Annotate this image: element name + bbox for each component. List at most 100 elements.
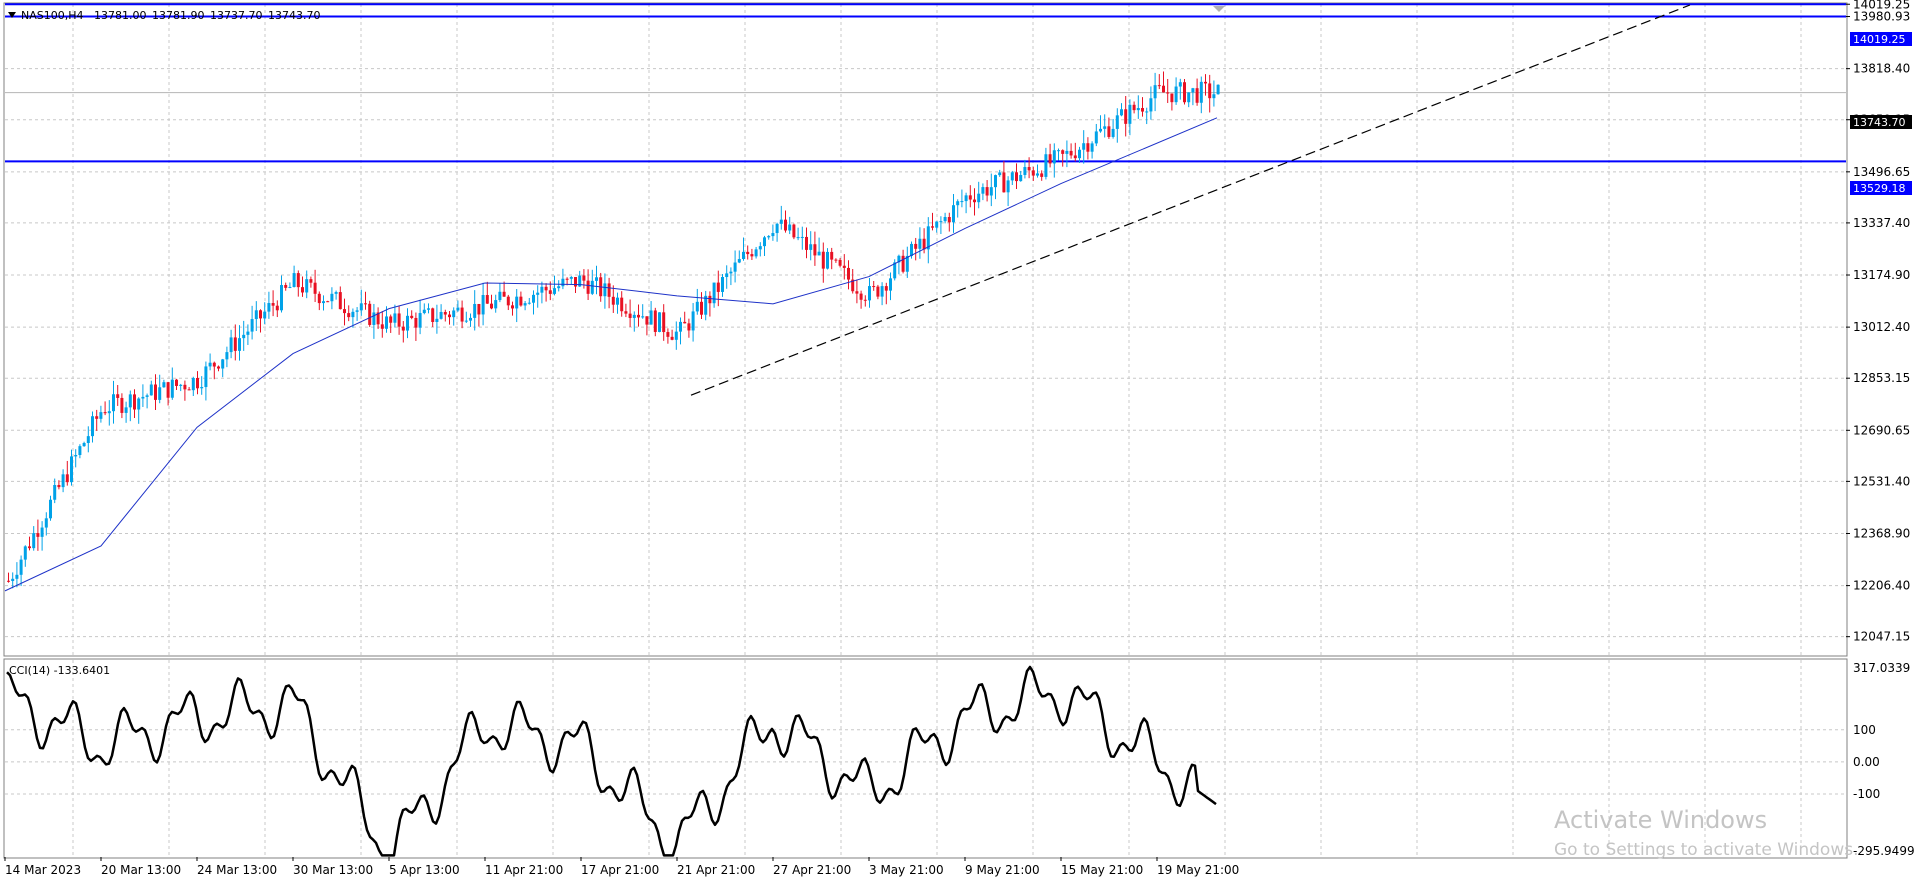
candle-bear: [103, 412, 107, 414]
candle-bear: [1086, 143, 1090, 152]
time-tick-label: 15 May 21:00: [1061, 863, 1143, 877]
candle-bull: [158, 387, 162, 400]
candle-bull: [532, 294, 535, 303]
candle-bull: [817, 251, 821, 256]
candle-bull: [926, 226, 930, 250]
candle-bear: [490, 303, 493, 309]
candle-bear: [397, 313, 401, 327]
candle-bear: [931, 226, 934, 228]
candle-bull: [246, 331, 250, 335]
candle-bull: [406, 315, 409, 331]
candle-bull: [1216, 84, 1220, 95]
candle-bull: [11, 578, 15, 581]
candle-bull: [1057, 150, 1060, 152]
candle-bear: [65, 474, 69, 483]
candle-bull: [590, 280, 594, 294]
candle-bear: [301, 287, 304, 293]
price-tick-label: 12368.90: [1853, 526, 1910, 540]
candle-bear: [1002, 172, 1006, 193]
price-tick-label: 12531.40: [1853, 474, 1910, 488]
price-axis[interactable]: 14019.2513980.9313818.4013659.1513496.65…: [1846, 0, 1910, 644]
cci-tick-label: -295.9499: [1853, 844, 1915, 858]
candle-bull: [1036, 173, 1039, 176]
time-axis[interactable]: 14 Mar 2023 20 Mar 13:00 24 Mar 13:00 30 Ma…: [4, 857, 1239, 877]
open-value: 13781.00: [94, 9, 147, 22]
time-tick-label: 17 Apr 21:00: [581, 863, 659, 877]
candle-bull: [964, 195, 968, 202]
price-tick-label: 13174.90: [1853, 268, 1910, 282]
candle-bear: [1040, 173, 1044, 177]
candle-bull: [1136, 108, 1140, 111]
candle-bull: [78, 446, 82, 455]
candle-bull: [221, 359, 225, 369]
trend-line[interactable]: [690, 4, 1691, 396]
candle-bull: [1128, 104, 1132, 124]
candle-bull: [263, 311, 267, 319]
candle-bull: [359, 303, 363, 311]
candle-bear: [284, 285, 288, 288]
candle-bull: [469, 317, 472, 321]
candle-bear: [830, 251, 834, 260]
candle-bull: [53, 484, 57, 500]
collapse-arrow-icon[interactable]: [8, 12, 16, 18]
candle-bear: [586, 280, 590, 294]
close-value: 13743.70: [268, 9, 321, 22]
candle-bull: [292, 273, 296, 287]
level-lines[interactable]: [5, 3, 1846, 163]
support-price-tag: [1850, 181, 1912, 195]
candle-bull: [112, 394, 115, 412]
candle-bull: [658, 312, 661, 332]
candle-bear: [947, 217, 951, 223]
candle-bull: [280, 285, 283, 311]
candle-bull: [435, 318, 439, 322]
candle-bear: [506, 296, 510, 306]
candle-bull: [351, 311, 355, 318]
candle-bull: [1199, 81, 1203, 103]
candle-bull: [809, 244, 813, 250]
resistance-price-tag: [1850, 32, 1912, 46]
candle-bull: [355, 310, 359, 312]
chart-shift-icon[interactable]: [1213, 6, 1225, 12]
candle-bull: [910, 243, 913, 256]
candle-bull: [32, 533, 36, 549]
candle-bear: [296, 273, 300, 288]
candle-bull: [1006, 180, 1010, 193]
candle-bull: [427, 308, 430, 310]
candle-bull: [737, 259, 741, 263]
candle-bull: [49, 499, 52, 519]
candle-bull: [15, 574, 19, 579]
candle-bear: [683, 321, 687, 324]
candle-bull: [893, 262, 897, 279]
candle-bear: [985, 187, 989, 196]
candle-bear: [1183, 82, 1186, 103]
candle-bear: [548, 290, 552, 294]
candle-bull: [733, 262, 737, 272]
moving-average-line: [4, 117, 1218, 592]
candle-bull: [305, 279, 309, 293]
candle-bull: [632, 314, 636, 318]
candle-bull: [225, 352, 229, 360]
candle-bull: [649, 310, 653, 325]
candle-bear: [876, 286, 880, 297]
candle-bear: [443, 311, 447, 315]
candle-bull: [616, 297, 619, 305]
candle-bull: [603, 283, 607, 297]
candle-bear: [338, 292, 342, 310]
candle-bear: [813, 244, 817, 256]
candle-bear: [687, 323, 691, 331]
candle-bull: [897, 255, 901, 263]
candle-bull: [141, 396, 145, 399]
candle-bear: [154, 384, 157, 400]
candle-bear: [544, 286, 548, 291]
candle-bear: [645, 316, 649, 325]
main-pane-frame: [3, 2, 1848, 657]
trend-line-layer[interactable]: [690, 4, 1691, 396]
price-tick-label: 12206.40: [1853, 579, 1910, 593]
candle-bull: [1065, 150, 1069, 154]
time-tick-label: 14 Mar 2023: [5, 863, 81, 877]
candle-bear: [326, 301, 330, 303]
candle-bear: [1027, 167, 1031, 171]
candle-bear: [863, 299, 867, 301]
candle-bear: [1107, 126, 1111, 137]
